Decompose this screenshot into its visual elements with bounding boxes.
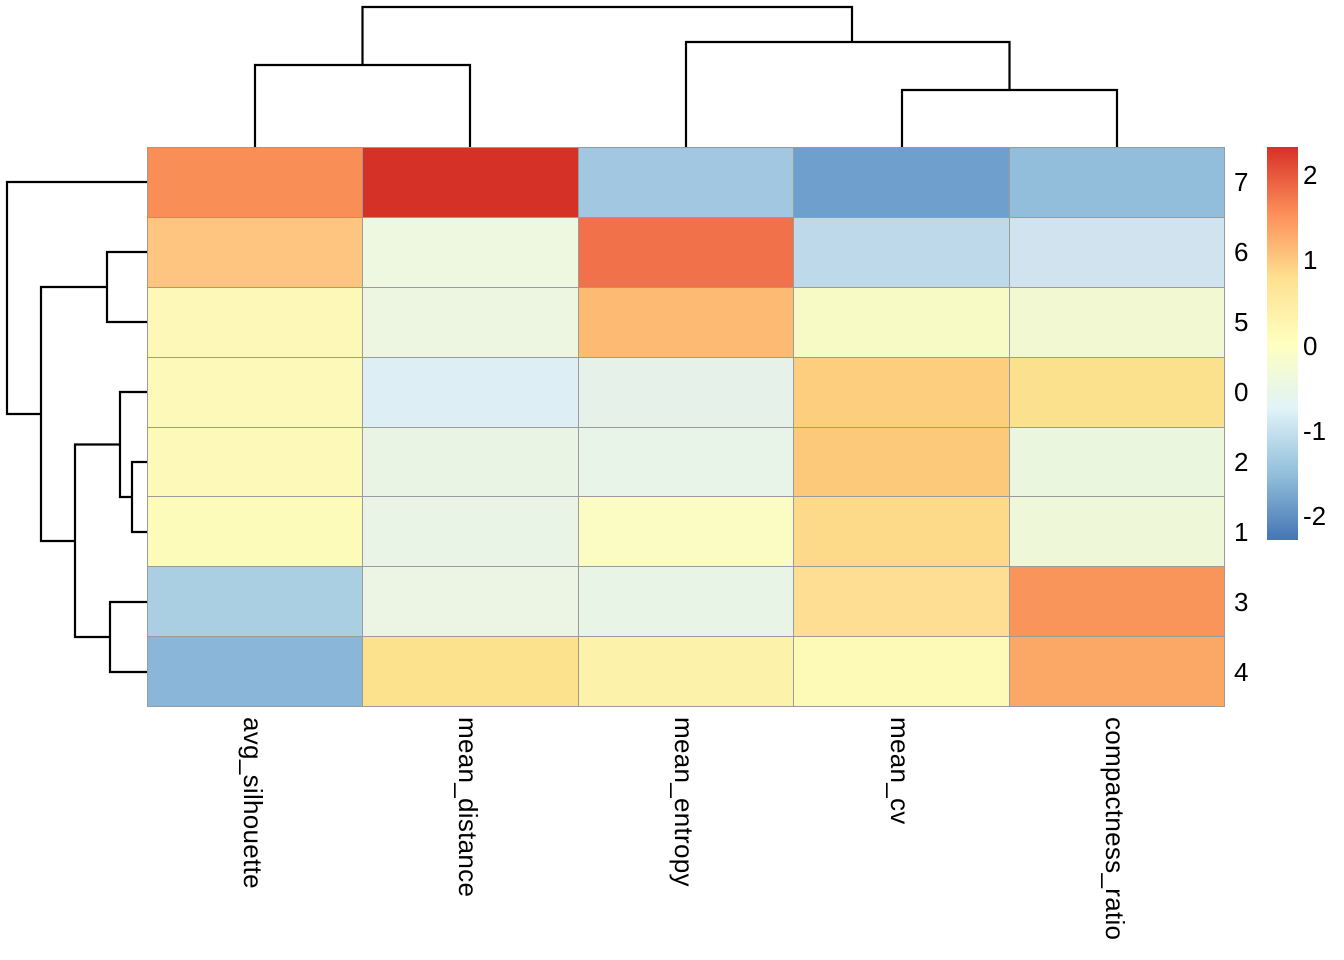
dendrogram-link [107, 252, 147, 322]
heatmap-cell-2-compactness_ratio [1010, 428, 1224, 497]
heatmap-cell-6-mean_cv [794, 218, 1008, 287]
heatmap-cell-4-avg_silhouette [148, 637, 362, 706]
heatmap-cell-1-compactness_ratio [1010, 497, 1224, 566]
legend-tick--1: -1 [1303, 418, 1326, 444]
legend-tick-2: 2 [1303, 162, 1317, 188]
heatmap-cell-5-compactness_ratio [1010, 288, 1224, 357]
dendrogram-link [7, 182, 147, 414]
heatmap-cell-5-mean_entropy [579, 288, 793, 357]
row-label-4: 4 [1234, 637, 1294, 707]
heatmap-cell-6-mean_distance [363, 218, 577, 287]
heatmap-cell-1-mean_entropy [579, 497, 793, 566]
legend-tick--2: -2 [1303, 503, 1326, 529]
heatmap-cell-0-avg_silhouette [148, 358, 362, 427]
heatmap-cell-5-mean_cv [794, 288, 1008, 357]
heatmap-cell-1-avg_silhouette [148, 497, 362, 566]
legend-tick-0: 0 [1303, 333, 1317, 359]
heatmap-cell-3-compactness_ratio [1010, 567, 1224, 636]
dendrogram-link [902, 90, 1117, 147]
heatmap-cell-6-mean_entropy [579, 218, 793, 287]
column-dendrogram [255, 7, 1117, 147]
heatmap-cell-5-avg_silhouette [148, 288, 362, 357]
clustered-heatmap-figure: 76502134 avg_silhouettemean_distancemean… [0, 0, 1344, 960]
col-label-mean_cv: mean_cv [886, 717, 913, 825]
dendrogram-link [686, 42, 1010, 147]
heatmap-cell-2-mean_entropy [579, 428, 793, 497]
heatmap-cell-6-compactness_ratio [1010, 218, 1224, 287]
heatmap-cell-7-mean_entropy [579, 148, 793, 217]
heatmap-cell-2-mean_distance [363, 428, 577, 497]
heatmap-cell-3-avg_silhouette [148, 567, 362, 636]
row-label-3: 3 [1234, 567, 1294, 637]
heatmap-cell-5-mean_distance [363, 288, 577, 357]
heatmap-cell-7-mean_distance [363, 148, 577, 217]
heatmap-cell-6-avg_silhouette [148, 218, 362, 287]
legend-tick-1: 1 [1303, 247, 1317, 273]
heatmap-cell-0-mean_cv [794, 358, 1008, 427]
heatmap-cell-4-mean_distance [363, 637, 577, 706]
dendrogram-link [41, 287, 107, 541]
col-label-avg_silhouette: avg_silhouette [239, 717, 266, 889]
heatmap-cell-0-mean_distance [363, 358, 577, 427]
heatmap-cell-1-mean_cv [794, 497, 1008, 566]
col-label-compactness_ratio: compactness_ratio [1101, 717, 1128, 940]
col-label-mean_entropy: mean_entropy [670, 717, 697, 887]
heatmap-cell-0-compactness_ratio [1010, 358, 1224, 427]
heatmap-cell-4-mean_entropy [579, 637, 793, 706]
heatmap-cell-0-mean_entropy [579, 358, 793, 427]
dendrogram-link [110, 602, 147, 672]
heatmap-cell-3-mean_cv [794, 567, 1008, 636]
heatmap-cell-3-mean_entropy [579, 567, 793, 636]
dendrogram-link [120, 392, 147, 497]
dendrogram-link [363, 7, 853, 65]
dendrogram-link [255, 65, 470, 147]
color-legend-bar [1267, 147, 1298, 540]
dendrogram-link [75, 445, 120, 638]
heatmap-cell-7-compactness_ratio [1010, 148, 1224, 217]
heatmap-cell-1-mean_distance [363, 497, 577, 566]
heatmap-grid [147, 147, 1225, 707]
heatmap-cell-7-mean_cv [794, 148, 1008, 217]
heatmap-cell-2-avg_silhouette [148, 428, 362, 497]
row-dendrogram [7, 182, 147, 672]
col-label-mean_distance: mean_distance [454, 717, 481, 897]
dendrogram-link [132, 462, 147, 532]
heatmap-cell-2-mean_cv [794, 428, 1008, 497]
heatmap-cell-4-mean_cv [794, 637, 1008, 706]
heatmap-cell-3-mean_distance [363, 567, 577, 636]
heatmap-cell-4-compactness_ratio [1010, 637, 1224, 706]
heatmap-cell-7-avg_silhouette [148, 148, 362, 217]
